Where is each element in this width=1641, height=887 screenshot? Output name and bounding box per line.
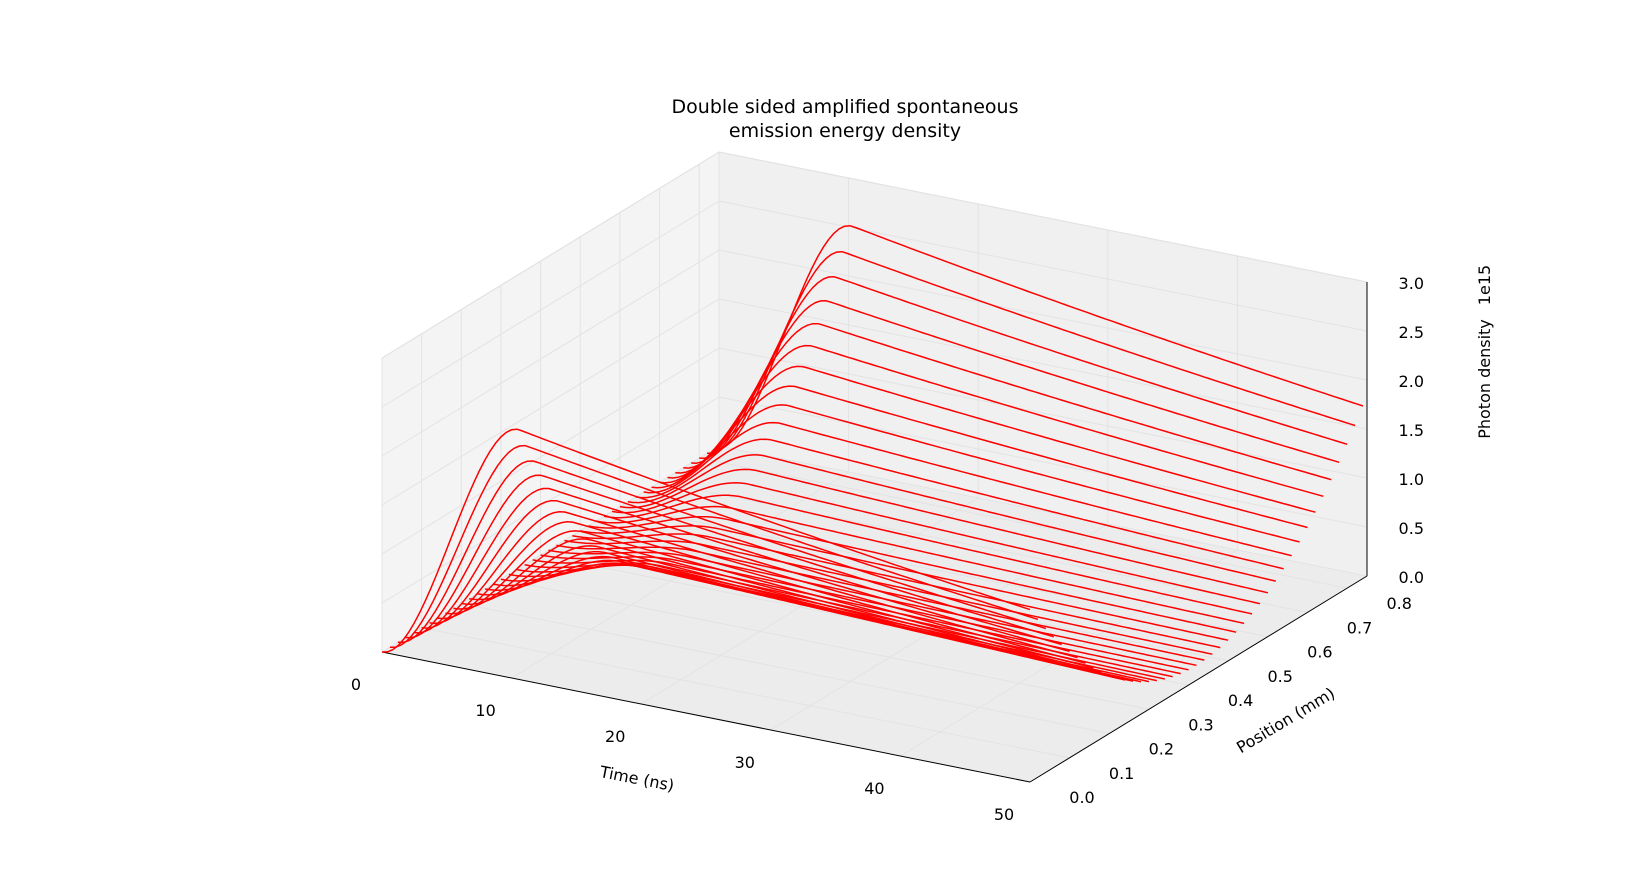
data-line	[524, 562, 1173, 678]
grid-line-z	[381, 249, 720, 457]
data-line	[627, 454, 1276, 582]
x-axis-line	[381, 651, 1031, 783]
y-tick-label: 0.1	[1109, 764, 1134, 783]
data-line	[532, 559, 1181, 675]
z-tick-label: 1.0	[1399, 470, 1424, 489]
grid-line-y	[659, 481, 1308, 613]
x-tick-label: 50	[994, 805, 1014, 824]
y-tick-label: 0.8	[1386, 594, 1411, 613]
grid-line-z	[381, 298, 720, 506]
grid-line-z	[381, 151, 720, 359]
data-line	[516, 563, 1165, 680]
data-line	[611, 482, 1261, 605]
data-line	[572, 533, 1221, 649]
x-axis-label: Time (ns)	[597, 762, 675, 795]
grid-line-y	[461, 603, 1110, 735]
data-line	[603, 494, 1253, 615]
grid-line-y	[421, 627, 1070, 759]
data-line	[548, 549, 1197, 667]
grid-line-y	[699, 457, 1348, 589]
z-tick-label: 0.0	[1399, 568, 1424, 587]
x-tick-label: 30	[735, 753, 755, 772]
data-traces	[381, 224, 1364, 683]
data-line	[683, 322, 1332, 481]
y-tick-label: 0.5	[1268, 667, 1293, 686]
data-line	[556, 544, 1205, 661]
data-line	[588, 516, 1237, 633]
y-tick-label: 0.7	[1347, 618, 1372, 637]
data-line	[715, 224, 1364, 450]
x-tick-label: 0	[351, 675, 361, 694]
chart-title: Double sided amplified spontaneous emiss…	[672, 96, 1019, 142]
grid-line-x	[900, 549, 1238, 757]
z-tick-label: 0.5	[1399, 519, 1424, 538]
z-offset-text: 1e15	[1475, 265, 1494, 305]
data-line	[675, 344, 1324, 498]
data-line	[691, 300, 1340, 464]
grid-line-z	[718, 200, 1368, 332]
x-tick-label: 20	[605, 727, 625, 746]
y-tick-label: 0.2	[1149, 740, 1174, 759]
y-tick-label: 0.3	[1188, 715, 1213, 734]
data-line	[564, 539, 1213, 655]
data-line	[651, 404, 1300, 543]
data-line	[580, 525, 1229, 641]
grid-line-z	[718, 249, 1368, 381]
data-line	[707, 250, 1356, 455]
grid-line-z	[718, 298, 1368, 430]
chart-title-line-1: Double sided amplified spontaneous	[672, 96, 1019, 118]
data-line	[667, 365, 1316, 513]
y-axis-line	[1029, 575, 1368, 783]
z-tick-label: 2.0	[1399, 372, 1424, 391]
x-tick-label: 10	[475, 701, 495, 720]
z-tick-label: 3.0	[1399, 274, 1424, 293]
grid-line-y	[500, 578, 1150, 710]
grid-line-z	[718, 347, 1368, 479]
axis-lines	[381, 282, 1368, 783]
grid-line-z	[381, 347, 720, 555]
data-line	[595, 505, 1245, 625]
data-line	[699, 276, 1348, 459]
data-line	[619, 468, 1269, 594]
x-tick-label: 40	[864, 779, 884, 798]
z-tick-label: 1.5	[1399, 421, 1424, 440]
grid-line-z	[381, 200, 720, 408]
y-tick-label: 0.0	[1069, 788, 1094, 807]
grid-line-z	[718, 151, 1368, 283]
y-tick-label: 0.4	[1228, 691, 1253, 710]
data-line	[643, 421, 1292, 557]
data-line	[659, 385, 1308, 529]
grid-line-z	[718, 396, 1368, 528]
data-line	[540, 554, 1189, 671]
z-tick-label: 2.5	[1399, 323, 1424, 342]
data-line	[635, 438, 1284, 570]
z-axis-label: Photon density	[1475, 319, 1494, 439]
chart-title-line-2: emission energy density	[729, 120, 961, 142]
grid-line-z	[718, 445, 1368, 577]
y-tick-label: 0.6	[1307, 643, 1332, 662]
